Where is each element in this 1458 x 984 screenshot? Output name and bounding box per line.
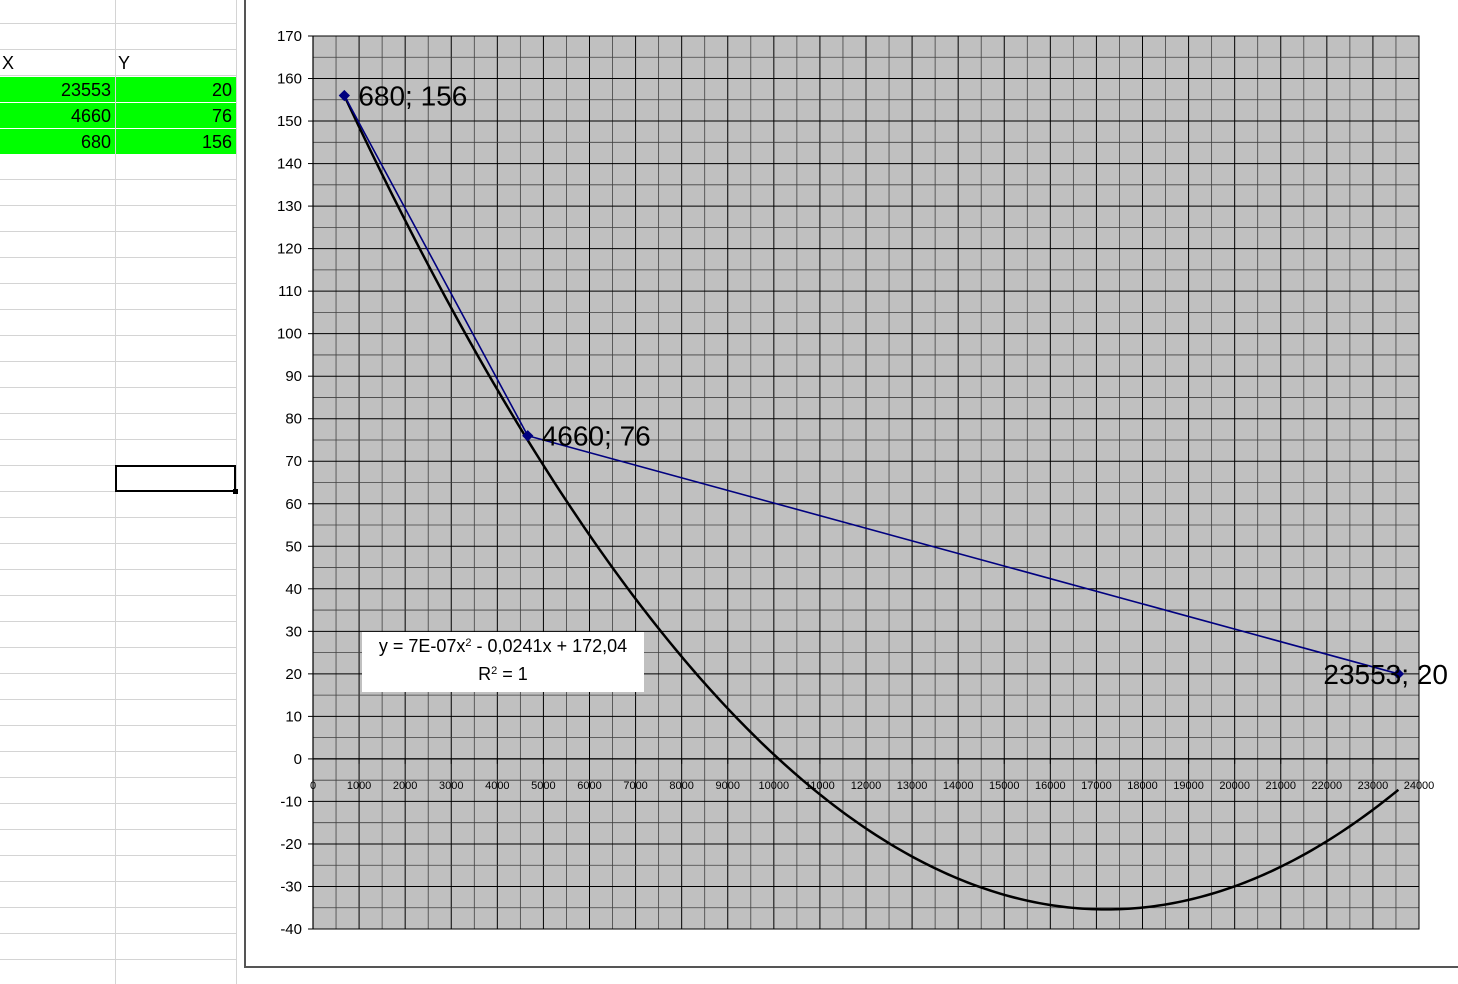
- x-tick-label: 21000: [1265, 780, 1296, 792]
- data-cell-y[interactable]: 156: [116, 129, 236, 154]
- trendline-equation: y = 7E-07x2 - 0,0241x + 172,04: [362, 632, 644, 660]
- trendline-r-squared: R2 = 1: [362, 660, 644, 688]
- y-tick-label: 130: [277, 198, 302, 215]
- chart-svg: 1701601501401301201101009080706050403020…: [277, 28, 1448, 938]
- header-x-cell[interactable]: X: [2, 53, 15, 73]
- y-tick-label: 10: [285, 708, 302, 725]
- y-tick-label: 170: [277, 28, 302, 45]
- data-cell-y[interactable]: 20: [116, 77, 236, 102]
- x-tick-label: 6000: [577, 780, 601, 792]
- data-point-label: 23553; 20: [1323, 659, 1448, 690]
- x-tick-label: 3000: [439, 780, 463, 792]
- y-tick-label: 90: [285, 368, 302, 385]
- header-y-cell[interactable]: Y: [118, 53, 131, 73]
- y-tick-label: -30: [280, 878, 302, 895]
- equation-suffix: - 0,0241x + 172,04: [471, 636, 628, 656]
- x-tick-label: 15000: [989, 780, 1020, 792]
- y-tick-label: -20: [280, 836, 302, 853]
- x-tick-label: 14000: [943, 780, 974, 792]
- y-tick-label: 40: [285, 581, 302, 598]
- x-tick-label: 10000: [759, 780, 790, 792]
- x-tick-label: 7000: [623, 780, 647, 792]
- y-tick-label: 140: [277, 156, 302, 173]
- data-point-label: 680; 156: [358, 81, 467, 112]
- data-point-marker[interactable]: [522, 430, 534, 442]
- x-tick-label: 16000: [1035, 780, 1066, 792]
- data-cell-x[interactable]: 4660: [0, 103, 115, 128]
- x-tick-label: 12000: [851, 780, 882, 792]
- x-tick-label: 24000: [1404, 780, 1435, 792]
- y-tick-label: -40: [280, 921, 302, 938]
- y-tick-label: 80: [285, 411, 302, 428]
- r2-suffix: = 1: [497, 664, 528, 684]
- x-tick-label: 17000: [1081, 780, 1112, 792]
- x-tick-label: 8000: [669, 780, 693, 792]
- trendline-equation-box[interactable]: y = 7E-07x2 - 0,0241x + 172,04 R2 = 1: [362, 632, 644, 692]
- y-tick-label: 0: [294, 751, 302, 768]
- x-tick-label: 13000: [897, 780, 928, 792]
- x-tick-label: 0: [310, 780, 316, 792]
- data-point-label: 4660; 76: [542, 421, 651, 452]
- fill-handle[interactable]: [233, 489, 238, 494]
- y-tick-label: -10: [280, 793, 302, 810]
- y-tick-label: 110: [278, 283, 302, 300]
- x-tick-label: 2000: [393, 780, 417, 792]
- x-tick-label: 4000: [485, 780, 509, 792]
- r2-power: 2: [491, 665, 498, 677]
- x-tick-label: 5000: [531, 780, 555, 792]
- y-tick-label: 160: [277, 71, 302, 88]
- y-tick-label: 60: [285, 496, 302, 513]
- equation-prefix: y = 7E-07x: [378, 636, 466, 656]
- x-tick-label: 20000: [1219, 780, 1250, 792]
- y-tick-label: 150: [277, 113, 302, 130]
- data-cell-y[interactable]: 76: [116, 103, 236, 128]
- y-tick-label: 100: [277, 326, 302, 343]
- data-cell-x[interactable]: 23553: [0, 77, 115, 102]
- y-tick-label: 70: [285, 453, 302, 470]
- x-tick-label: 18000: [1127, 780, 1158, 792]
- equation-power: 2: [465, 637, 472, 649]
- x-tick-label: 22000: [1312, 780, 1343, 792]
- x-tick-label: 19000: [1173, 780, 1204, 792]
- y-tick-label: 30: [285, 623, 302, 640]
- data-point-marker[interactable]: [1392, 668, 1405, 680]
- y-tick-label: 50: [285, 538, 302, 555]
- x-tick-label: 1000: [347, 780, 371, 792]
- chart-area[interactable]: 170 160 150 140 130 120 110 100 90 80 70 60 50 40 30 20…: [244, 0, 1458, 968]
- active-cell-selection[interactable]: [115, 465, 236, 492]
- trendline-curve: [343, 95, 1400, 911]
- x-tick-label: 9000: [716, 780, 740, 792]
- r2-prefix: R: [478, 664, 492, 684]
- y-tick-label: 20: [285, 666, 302, 683]
- x-tick-label: 23000: [1358, 780, 1389, 792]
- y-tick-label: 120: [277, 241, 302, 258]
- data-cell-x[interactable]: 680: [0, 129, 115, 154]
